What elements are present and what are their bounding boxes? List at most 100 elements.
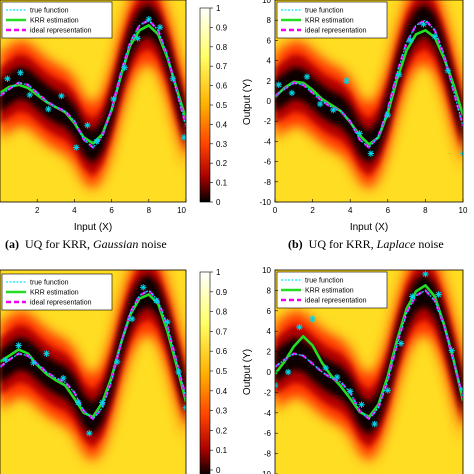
colorbar-bottom-ticks: 1 0.9 0.8 0.7 0.6 0.5 0.4 0.3 0.2 0.1 0	[210, 268, 228, 474]
y-tick-label: -4	[264, 137, 272, 146]
y-tick-label: 4	[267, 327, 272, 336]
x-tick-label: 6	[386, 206, 391, 215]
panel-a-plot-area: true function KRR estimation ideal repre…	[0, 0, 186, 202]
sample-point-marker	[17, 69, 24, 76]
legend-krr-label: KRR estimation	[305, 288, 354, 295]
x-tick-label: 10	[177, 206, 186, 215]
sample-point-marker	[45, 105, 52, 113]
sample-point-marker	[356, 130, 363, 137]
true-function-line	[0, 289, 186, 420]
panel-a-x-label: Input (X)	[74, 222, 112, 233]
ideal-representation-line	[0, 19, 186, 149]
colorbar-tick-label: 0.4	[216, 387, 228, 396]
sample-point-marker	[422, 270, 429, 278]
y-tick-label: -2	[264, 388, 272, 397]
legend-krr-label: KRR estimation	[305, 18, 354, 25]
colorbar-tick-label: 0.3	[216, 407, 228, 416]
caption-b-label: (b)	[288, 237, 303, 251]
sample-point-marker	[420, 21, 427, 28]
legend-true-label: true function	[30, 8, 69, 15]
sample-point-marker	[397, 340, 405, 347]
colorbar-tick-label: 0.2	[216, 426, 228, 435]
panel-d: true function KRR estimation ideal repre…	[242, 266, 464, 474]
panel-a-x-ticks: 2 4 6 8 10	[35, 199, 187, 215]
legend-true-label: true function	[305, 8, 344, 15]
krr-estimation-line	[0, 23, 186, 145]
panel-b-plot-area: true function KRR estimation ideal repre…	[275, 0, 463, 202]
krr-estimation-line	[275, 283, 463, 419]
legend-true-label: true function	[305, 278, 344, 285]
legend-krr-label: KRR estimation	[30, 290, 79, 297]
sample-point-marker	[347, 388, 354, 395]
y-tick-label: -6	[264, 429, 272, 438]
sample-point-marker	[128, 315, 136, 323]
sample-point-marker	[296, 323, 303, 331]
panel-d-frame	[274, 269, 464, 474]
caption-a-noise: Gaussian	[93, 237, 138, 251]
legend-krr-label: KRR estimation	[30, 18, 79, 25]
sample-point-marker	[322, 364, 329, 372]
x-tick-label: 8	[423, 206, 428, 215]
x-tick-label: 0	[273, 206, 278, 215]
y-tick-label: -8	[264, 450, 272, 459]
panel-a-legend: true function KRR estimation ideal repre…	[1, 1, 113, 39]
panel-b-lines	[275, 19, 463, 157]
panel-c-uncertainty-heatmap	[0, 270, 186, 462]
caption-b-text: UQ for KRR,	[309, 237, 377, 251]
sample-point-marker	[2, 356, 9, 363]
sample-point-marker	[86, 430, 93, 437]
colorbar-tick-label: 0.1	[216, 179, 228, 188]
sample-point-marker	[121, 64, 128, 71]
panel-d-lines	[275, 270, 463, 428]
sample-point-marker	[333, 373, 341, 381]
colorbar-tick-label: 0.2	[216, 159, 228, 168]
panel-b-x-label: Input (X)	[350, 222, 388, 233]
uncertainty-mid-band	[275, 270, 463, 448]
uncertainty-mid-band	[275, 0, 463, 176]
sample-point-marker	[169, 75, 177, 82]
sample-point-marker	[15, 342, 22, 349]
x-tick-label: 6	[109, 206, 114, 215]
sample-point-marker	[435, 291, 442, 298]
colorbar-tick-label: 0.1	[216, 446, 228, 455]
sample-point-marker	[275, 382, 279, 389]
legend-ideal-label: ideal representation	[305, 298, 367, 305]
uncertainty-mid-band	[0, 0, 186, 176]
caption-a-suffix: noise	[138, 237, 166, 251]
panel-a-uncertainty-heatmap	[0, 0, 186, 190]
sample-point-marker	[284, 368, 292, 376]
sample-point-marker	[303, 73, 311, 80]
y-tick-label: -8	[264, 178, 272, 187]
sample-point-marker	[30, 359, 37, 367]
y-tick-label: 10	[262, 0, 271, 5]
uncertainty-core-band	[0, 4, 186, 164]
sample-point-marker	[407, 37, 414, 44]
y-tick-label: -6	[264, 158, 272, 167]
colorbar-tick-label: 0.5	[216, 101, 228, 110]
sample-point-marker	[74, 399, 82, 406]
panel-c-lines	[0, 284, 186, 437]
true-function-line	[275, 19, 463, 149]
legend-ideal-label: ideal representation	[305, 28, 367, 35]
sample-point-marker	[384, 387, 391, 394]
y-tick-label: 0	[267, 368, 272, 377]
colorbar-tick-label: 0.6	[216, 82, 228, 91]
y-tick-label: 4	[267, 57, 272, 66]
sample-point-marker	[448, 347, 455, 354]
sample-point-marker	[330, 106, 337, 114]
y-tick-label: 8	[267, 286, 272, 295]
y-tick-label: 6	[267, 307, 272, 316]
sample-point-marker	[99, 399, 106, 406]
colorbar-top: 1 0.9 0.8 0.7 0.6 0.5 0.4 0.3 0.2 0.1 0	[199, 4, 228, 207]
sample-point-marker	[459, 150, 463, 157]
colorbar-tick-label: 0.7	[216, 62, 228, 71]
colorbar-tick-label: 0	[216, 198, 221, 207]
sample-point-marker	[60, 374, 67, 382]
legend-ideal-label: ideal representation	[30, 28, 92, 35]
sample-point-marker	[164, 318, 171, 326]
x-tick-label: 10	[459, 206, 468, 215]
x-tick-label: 2	[35, 206, 40, 215]
y-tick-label: 6	[267, 36, 272, 45]
uncertainty-mid-band	[0, 270, 186, 448]
sample-point-marker	[343, 77, 350, 84]
